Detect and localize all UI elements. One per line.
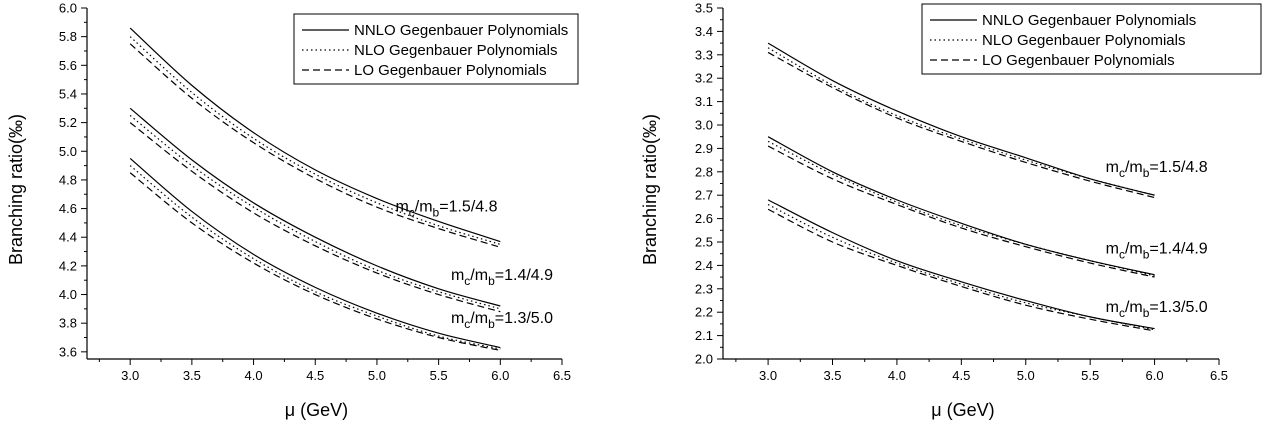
x-axis-label: μ (GeV) — [931, 400, 994, 420]
series-line-dashed — [129, 122, 501, 313]
series-line-dotted — [767, 204, 1155, 331]
x-tick-label: 3.0 — [759, 368, 777, 383]
legend-box — [921, 3, 1262, 75]
y-tick-label: 5.2 — [59, 115, 77, 130]
series-line-dotted — [129, 165, 501, 350]
y-tick-label: 2.4 — [695, 258, 713, 273]
y-axis-label: Branching ratio(‰) — [640, 114, 660, 265]
y-tick-label: 5.4 — [59, 86, 77, 101]
series-line-dashed — [767, 208, 1155, 332]
x-tick-label: 5.0 — [368, 368, 386, 383]
chart-2: 3.0 3.5 4.0 4.5 5.0 5.5 6.0 6.5 2.0 2.1 2.2 2.3 2.4 2… — [640, 1, 1262, 420]
series-line-dashed — [767, 145, 1155, 278]
series-line-solid — [767, 136, 1155, 276]
curve-annotation: mc/mb=1.5/4.8 — [1106, 159, 1208, 180]
chart-1: 3.0 3.5 4.0 4.5 5.0 5.5 6.0 6.5 3.6 3.8 4.0 4.2 4.4 4… — [6, 1, 579, 420]
y-tick-label: 3.8 — [59, 316, 77, 331]
x-axis-label: μ (GeV) — [285, 400, 348, 420]
y-tick-label: 4.6 — [59, 201, 77, 216]
y-tick-label: 4.8 — [59, 172, 77, 187]
y-axis-label: Branching ratio(‰) — [6, 114, 26, 265]
x-tick-label: 3.5 — [183, 368, 201, 383]
series-line-solid — [129, 27, 501, 243]
series-line-dotted — [129, 36, 501, 245]
y-tick-label: 2.6 — [695, 211, 713, 226]
y-tick-label: 5.0 — [59, 144, 77, 159]
y-tick-label: 5.6 — [59, 58, 77, 73]
y-tick-label: 3.5 — [695, 1, 713, 16]
curve-annotation: mc/mb=1.3/5.0 — [451, 310, 553, 331]
y-tick-label: 5.8 — [59, 29, 77, 44]
x-tick-label: 6.5 — [1210, 368, 1228, 383]
legend: NNLO Gegenbauer Polynomials NLO Gegenbaue… — [921, 3, 1262, 75]
y-tick-label: 3.2 — [695, 71, 713, 86]
x-tick-label: 4.5 — [306, 368, 324, 383]
y-tick-label: 3.0 — [695, 118, 713, 133]
legend: NNLO Gegenbauer Polynomials NLO Gegenbaue… — [293, 13, 579, 85]
y-tick-label: 3.3 — [695, 47, 713, 62]
x-tick-label: 5.5 — [1081, 368, 1099, 383]
series-line-dashed — [767, 51, 1155, 199]
curve-annotation: mc/mb=1.3/5.0 — [1106, 299, 1208, 320]
y-tick-label: 3.1 — [695, 94, 713, 109]
y-tick-label: 4.0 — [59, 287, 77, 302]
x-tick-label: 4.0 — [245, 368, 263, 383]
legend-label: LO Gegenbauer Polynomials — [354, 62, 547, 79]
series-line-dotted — [767, 140, 1155, 277]
y-tick-label: 4.4 — [59, 230, 77, 245]
x-tick-label: 4.0 — [888, 368, 906, 383]
x-tick-label: 6.0 — [1146, 368, 1164, 383]
series-line-solid — [767, 199, 1155, 330]
x-tick-label: 3.0 — [121, 368, 139, 383]
y-tick-label: 6.0 — [59, 1, 77, 16]
legend-box — [293, 13, 579, 85]
legend-label: NNLO Gegenbauer Polynomials — [982, 12, 1196, 29]
legend-label: LO Gegenbauer Polynomials — [982, 52, 1175, 69]
curve-annotation: mc/mb=1.5/4.8 — [395, 198, 497, 219]
curve-annotation: mc/mb=1.4/4.9 — [451, 267, 553, 288]
y-tick-label: 2.9 — [695, 141, 713, 156]
y-tick-label: 2.2 — [695, 305, 713, 320]
y-tick-label: 3.4 — [695, 24, 713, 39]
y-tick-label: 2.5 — [695, 235, 713, 250]
y-tick-label: 2.7 — [695, 188, 713, 203]
series-line-dashed — [129, 172, 501, 351]
x-tick-label: 4.5 — [952, 368, 970, 383]
legend-label: NLO Gegenbauer Polynomials — [982, 32, 1185, 49]
legend-label: NNLO Gegenbauer Polynomials — [354, 22, 568, 39]
y-tick-label: 3.6 — [59, 344, 77, 359]
y-tick-label: 2.3 — [695, 281, 713, 296]
x-tick-label: 6.0 — [491, 368, 509, 383]
x-tick-label: 5.5 — [430, 368, 448, 383]
series-line-dashed — [129, 43, 501, 248]
x-tick-label: 5.0 — [1017, 368, 1035, 383]
y-tick-label: 2.8 — [695, 164, 713, 179]
x-tick-label: 6.5 — [553, 368, 571, 383]
series-line-solid — [129, 107, 501, 307]
x-tick-label: 3.5 — [823, 368, 841, 383]
series-line-solid — [767, 42, 1155, 196]
curve-annotation: mc/mb=1.4/4.9 — [1106, 241, 1208, 262]
legend-label: NLO Gegenbauer Polynomials — [354, 42, 557, 59]
y-tick-label: 2.1 — [695, 328, 713, 343]
y-tick-label: 2.0 — [695, 352, 713, 367]
y-tick-label: 4.2 — [59, 258, 77, 273]
series-line-solid — [129, 157, 501, 349]
